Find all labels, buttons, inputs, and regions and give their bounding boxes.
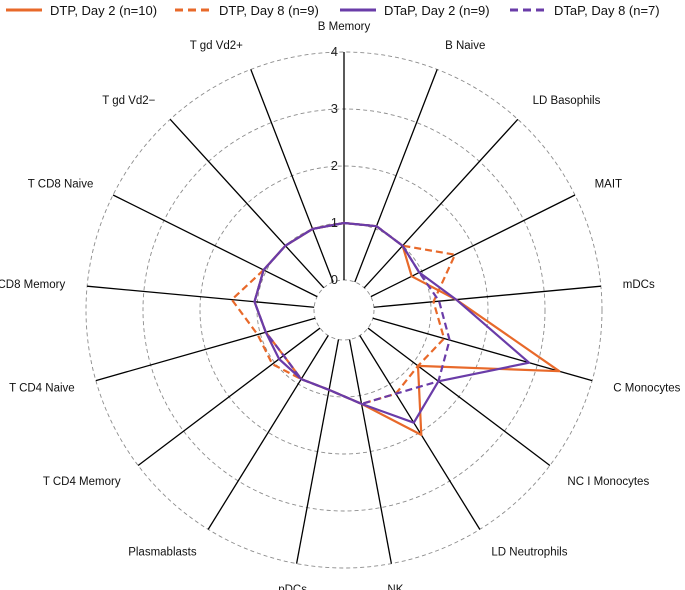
tick-label-0: 0	[331, 272, 338, 287]
grid-ring-2	[199, 165, 489, 455]
spoke-nc-i-monocytes	[367, 327, 551, 466]
tick-label-1: 1	[331, 215, 338, 230]
axis-label-b-naive: B Naive	[445, 40, 485, 52]
spoke-ld-neutrophils	[359, 335, 481, 530]
spoke-t-gd-vd2plus	[250, 69, 334, 283]
axis-label-nc-i-monocytes: NC I Monocytes	[567, 476, 649, 488]
spoke-t-cd4-memory	[137, 327, 321, 466]
axis-label-c-monocytes: C Monocytes	[613, 383, 680, 395]
tick-label-3: 3	[331, 101, 338, 116]
axis-label-mait: MAIT	[595, 178, 622, 190]
grid-ring-0	[313, 279, 375, 341]
series-lines	[230, 221, 561, 436]
spoke-ld-basophils	[363, 118, 519, 289]
legend: DTP, Day 2 (n=10) DTP, Day 8 (n=9) DTaP, D…	[6, 3, 660, 18]
spoke-t-cd4-naive	[95, 317, 316, 382]
tick-label-2: 2	[331, 158, 338, 173]
axis-spokes	[87, 52, 601, 564]
axis-label-t-gd-vd2plus: T gd Vd2+	[190, 40, 243, 52]
spoke-mait	[370, 194, 576, 298]
spoke-t-gd-vd2minus	[169, 118, 325, 289]
legend-label-dtap-day-8-n-7: DTaP, Day 8 (n=7)	[554, 3, 660, 18]
axis-labels: B Memory B Naive LD Basophils MAIT mDCs C Mon…	[0, 21, 681, 590]
series-line-dtap-day-8-n-7	[253, 221, 451, 405]
spoke-nk	[348, 339, 393, 564]
axis-label-mdcs: mDCs	[623, 279, 655, 291]
axis-label-t-cd8-naive: T CD8 Naive	[28, 178, 94, 190]
spoke-t-cd8-naive	[112, 194, 318, 298]
radial-tick-labels: 0 1 2 3 4	[331, 44, 338, 287]
spoke-t-cd8-memory	[87, 285, 315, 308]
axis-label-nk: NK	[387, 584, 403, 590]
spoke-pdcs	[295, 339, 340, 564]
legend-label-dtp-day-8-n-9: DTP, Day 8 (n=9)	[219, 3, 319, 18]
axis-label-t-gd-vd2minus: T gd Vd2−	[102, 95, 155, 107]
spoke-plasmablasts	[207, 335, 329, 530]
axis-label-b-memory: B Memory	[318, 21, 371, 33]
axis-label-t-cd4-naive: T CD4 Naive	[9, 383, 75, 395]
tick-label-4: 4	[331, 44, 338, 59]
legend-label-dtap-day-2-n-9: DTaP, Day 2 (n=9)	[384, 3, 490, 18]
axis-label-pdcs: pDCs	[278, 584, 307, 590]
axis-label-ld-basophils: LD Basophils	[533, 95, 601, 107]
spoke-mdcs	[373, 285, 601, 308]
axis-label-t-cd4-memory: T CD4 Memory	[43, 476, 121, 488]
series-line-dtp-day-2-n-10	[253, 221, 561, 436]
grid-ring-4	[85, 51, 603, 569]
axis-label-ld-neutrophils: LD Neutrophils	[491, 547, 567, 559]
axis-label-t-cd8-memory: T CD8 Memory	[0, 279, 65, 291]
legend-label-dtp-day-2-n-10: DTP, Day 2 (n=10)	[50, 3, 157, 18]
axis-label-plasmablasts: Plasmablasts	[128, 547, 197, 559]
spoke-b-naive	[354, 69, 438, 283]
